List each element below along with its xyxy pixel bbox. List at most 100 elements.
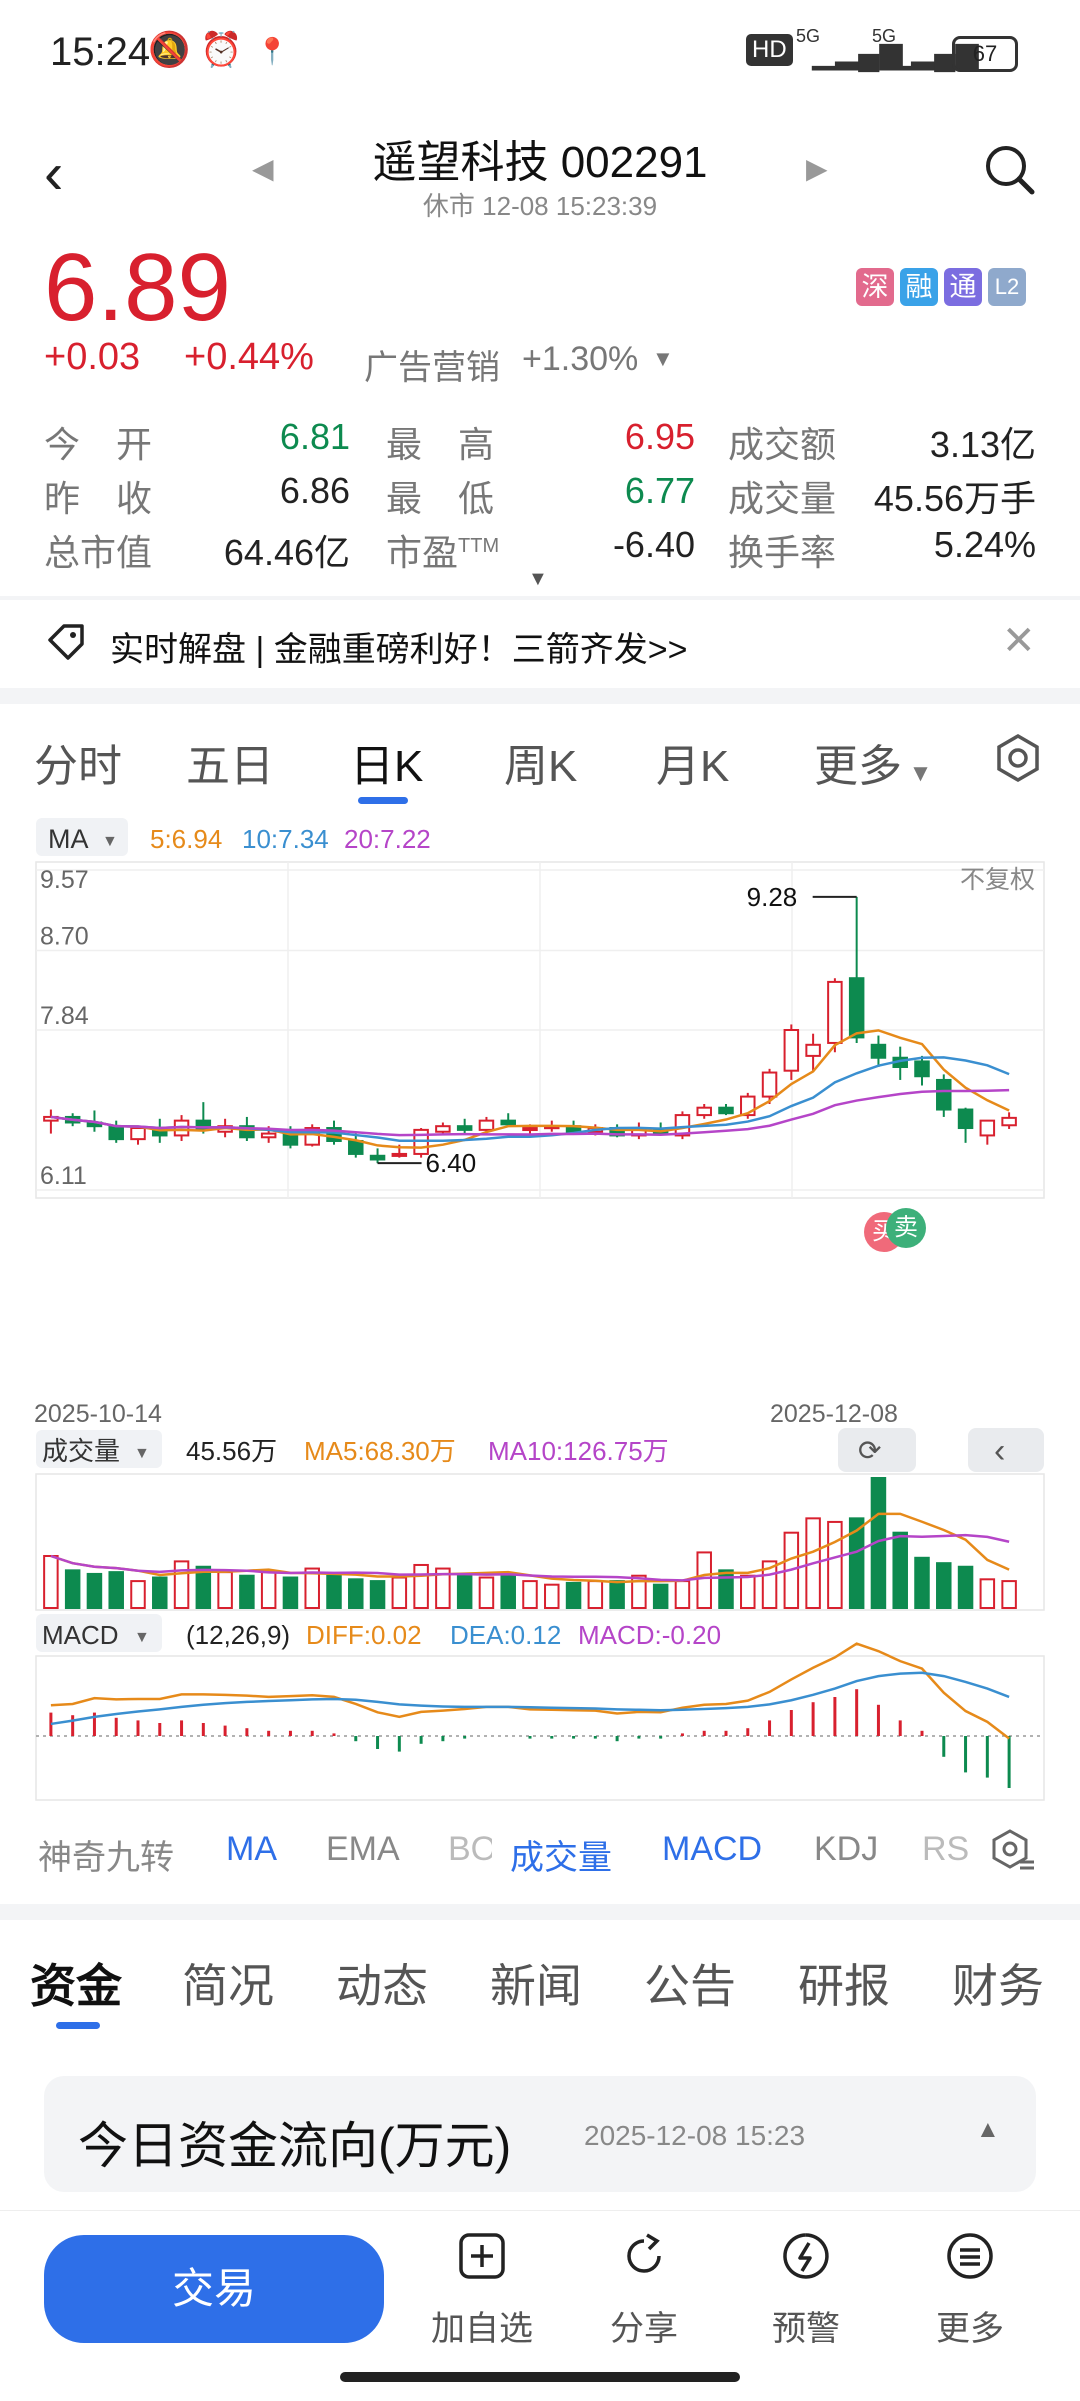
macd-diff-line [50, 1642, 1010, 1740]
sell-marker[interactable]: 卖 [886, 1208, 926, 1248]
rotate-button-bg[interactable] [838, 1428, 916, 1472]
mute-icon: 🔕 [148, 31, 191, 69]
indicator-settings-icon[interactable] [990, 1828, 1036, 1879]
low-value: 6.77 [624, 470, 695, 511]
vol-ma5: MA5:68.30万 [304, 1436, 456, 1466]
mcap-label: 总市值 [44, 532, 153, 573]
prev-stock-icon[interactable]: ◀ [252, 153, 274, 184]
volume-ma10-line [50, 1533, 1010, 1582]
back-icon[interactable]: ‹ [44, 141, 64, 206]
high-label: 最 高 [386, 424, 495, 465]
alarm-icon: ⏰ [200, 31, 243, 69]
ma-selector-bg[interactable] [36, 818, 128, 856]
banner-text[interactable]: 实时解盘 | 金融重磅利好！三箭齐发>> [110, 631, 688, 669]
vol-selector[interactable]: 成交量 [42, 1436, 120, 1466]
tab-minute[interactable]: 分时 [34, 742, 122, 791]
tab-more[interactable]: 更多 ▼ [814, 730, 932, 794]
ind-boll[interactable]: BOLL [448, 1830, 492, 1868]
tab-dynamics[interactable]: 动态 [336, 1960, 428, 2012]
macd-selector-bg[interactable] [36, 1614, 162, 1652]
macd-panel [35, 1655, 1045, 1801]
candle-body [1001, 1116, 1017, 1127]
tab-day-k[interactable]: 日K [350, 742, 424, 791]
volume-bar [239, 1574, 255, 1609]
candle-body [522, 1127, 538, 1132]
volume-bar [326, 1574, 342, 1609]
sector-name[interactable]: 广告营销 [364, 349, 500, 387]
ma-dropdown-icon[interactable]: ▼ [102, 833, 118, 850]
ma-selector[interactable]: MA [48, 824, 89, 854]
fq-label[interactable]: 不复权 [960, 866, 1035, 894]
next-stock-icon[interactable]: ▶ [806, 153, 828, 184]
hd-icon: HD [746, 34, 793, 66]
ind-ema[interactable]: EMA [326, 1830, 400, 1868]
collapse-icon[interactable]: ‹ [994, 1432, 1005, 1470]
kline-chart[interactable]: MA ▼ 5:6.94 10:7.34 20:7.22 不复权 9.57 8.70… [0, 810, 1080, 1810]
macd-params: (12,26,9) [186, 1620, 290, 1650]
candles-group [43, 896, 1017, 1164]
macd-dropdown-icon[interactable]: ▼ [134, 1629, 150, 1646]
tab-research[interactable]: 研报 [798, 1960, 890, 2012]
close-icon[interactable]: ✕ [1002, 619, 1036, 663]
candle-body [957, 1108, 974, 1130]
amount-label: 成交额 [728, 424, 837, 465]
expand-stats-icon[interactable]: ▼ [528, 568, 548, 590]
y-tick-label: 9.57 [40, 866, 89, 894]
search-icon[interactable] [982, 142, 1038, 203]
volume-bar [609, 1580, 625, 1610]
volume-bar [43, 1555, 59, 1609]
pe-ttm: TTM [458, 535, 500, 557]
tab-week-k[interactable]: 周K [504, 742, 578, 791]
tab-funds[interactable]: 资金 [30, 1960, 122, 2012]
candle-body [827, 980, 843, 1044]
add-watchlist-icon[interactable] [422, 2231, 542, 2292]
vol-selector-bg[interactable] [36, 1430, 162, 1468]
collapse-button-bg[interactable] [968, 1428, 1044, 1472]
tab-finance[interactable]: 财务 [952, 1960, 1044, 2012]
volume-bar [892, 1531, 908, 1609]
open-value: 6.81 [279, 416, 350, 457]
candle-body [718, 1106, 734, 1115]
sector-change[interactable]: +1.30% [522, 340, 639, 378]
collapse-arrow-icon[interactable]: ▲ [976, 2116, 1000, 2143]
ind-magic-nine[interactable]: 神奇九转 [38, 1839, 174, 1877]
sector-dropdown-icon[interactable]: ▼ [652, 346, 674, 371]
fund-flow-card[interactable]: 今日资金流向(万元) 2025-12-08 15:23 ▲ [44, 2076, 1036, 2192]
ind-macd[interactable]: MACD [662, 1830, 763, 1868]
tab-month-k[interactable]: 月K [656, 742, 730, 791]
macd-selector[interactable]: MACD [42, 1620, 119, 1650]
tab-overview[interactable]: 简况 [182, 1960, 274, 2012]
alert-label[interactable]: 预警 [772, 2310, 840, 2348]
vol-dropdown-icon[interactable]: ▼ [134, 1445, 150, 1462]
signal-b-icon: ▁▂▄▆ [888, 37, 979, 70]
tab-announcements[interactable]: 公告 [644, 1960, 736, 2012]
settings-icon[interactable] [992, 732, 1044, 789]
news-banner[interactable]: 实时解盘 | 金融重磅利好！三箭齐发>> ✕ [0, 600, 1080, 686]
ind-rsi[interactable]: RSI [922, 1830, 972, 1868]
candle-body [369, 1154, 386, 1161]
ind-volume[interactable]: 成交量 [510, 1839, 612, 1877]
tab-news[interactable]: 新闻 [490, 1960, 582, 2012]
ind-ma[interactable]: MA [226, 1830, 277, 1868]
market-status: 休市 12-08 15:23:39 [422, 191, 658, 221]
mcap-value: 64.46亿 [223, 532, 350, 573]
share-icon[interactable] [584, 2231, 704, 2292]
prev-close-value: 6.86 [279, 470, 350, 511]
rotate-icon[interactable]: ⟳ [858, 1435, 881, 1466]
alert-icon[interactable] [746, 2231, 866, 2292]
separator [0, 596, 1080, 600]
max-price-label: 9.28 [747, 882, 798, 912]
ma-lines-group [50, 1029, 1010, 1149]
volume-bar [86, 1572, 103, 1609]
add-watchlist-label[interactable]: 加自选 [431, 2310, 533, 2348]
volume-bar [979, 1578, 996, 1610]
tab-indicator [358, 797, 408, 804]
ind-kdj[interactable]: KDJ [814, 1830, 879, 1868]
volume-bar [522, 1580, 538, 1610]
trade-button[interactable]: 交易 [44, 2235, 384, 2343]
tab-five-day[interactable]: 五日 [186, 742, 274, 791]
more-icon[interactable] [910, 2231, 1030, 2292]
volume-bar [195, 1565, 212, 1609]
more-label[interactable]: 更多 [936, 2310, 1004, 2348]
share-label[interactable]: 分享 [610, 2310, 678, 2348]
